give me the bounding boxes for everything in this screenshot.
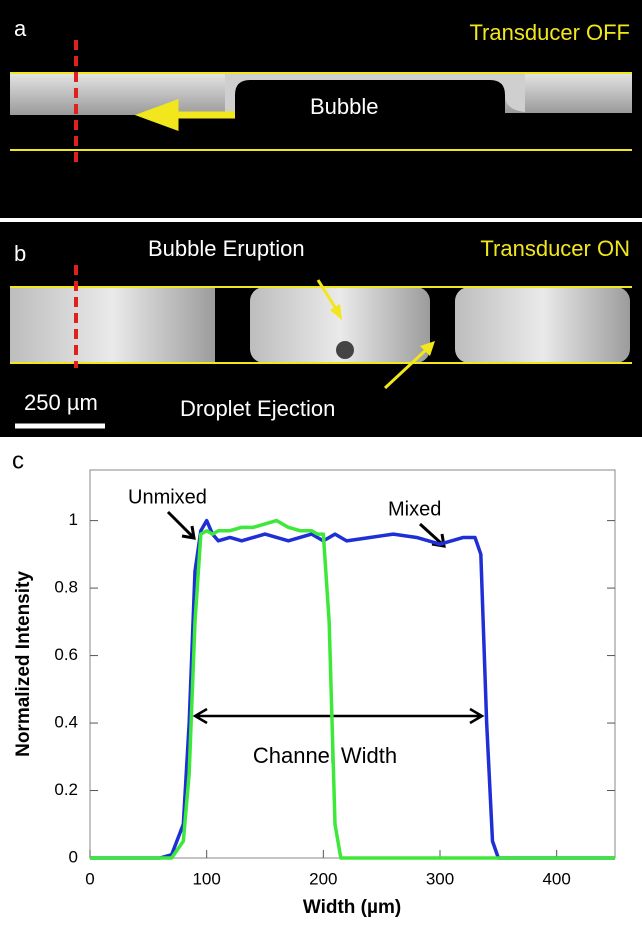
panel-a: a Transducer OFF Bubble	[0, 0, 642, 218]
bubble-edge	[225, 73, 525, 115]
pointer-arrow-head	[330, 304, 342, 320]
y-tick-label: 0	[69, 847, 78, 866]
pointer-arrow	[316, 279, 340, 313]
panel-letter: b	[14, 241, 26, 266]
plot-frame	[89, 469, 616, 859]
panel-c: c Width (µm) Normalized Intensity Unmixe…	[12, 447, 616, 918]
panel-letter: c	[12, 447, 24, 474]
annotation-arrow	[166, 510, 196, 540]
channel-fluid	[10, 73, 235, 115]
panel-b: b Bubble Eruption Transducer ON 250 µm D…	[0, 222, 642, 437]
y-tick-label: 0.8	[54, 578, 78, 597]
bubble-label: Bubble	[310, 94, 379, 119]
y-tick-label: 0.4	[54, 713, 78, 732]
channel-fluid	[505, 73, 632, 113]
x-axis-label: Width (µm)	[303, 897, 401, 918]
slug	[250, 287, 430, 363]
panel-letter: a	[14, 16, 27, 41]
annotation: Unmixed	[128, 486, 207, 508]
eruption-label: Bubble Eruption	[148, 236, 305, 261]
status-label: Transducer ON	[480, 236, 630, 261]
y-tick-label: 1	[69, 510, 78, 529]
x-tick-label: 400	[542, 869, 570, 888]
width-arrow	[192, 707, 485, 725]
annotation: Channel Width	[253, 743, 397, 768]
x-tick-label: 200	[309, 869, 337, 888]
data-line	[90, 518, 615, 860]
y-tick-label: 0.6	[54, 645, 78, 664]
pointer-arrow	[383, 346, 430, 390]
slug	[455, 287, 630, 363]
bubble	[336, 341, 354, 359]
x-tick-label: 0	[85, 869, 94, 888]
slug	[10, 287, 215, 363]
scale-label: 250 µm	[24, 390, 98, 415]
ejection-label: Droplet Ejection	[180, 396, 335, 421]
pointer-arrow-head	[420, 341, 435, 356]
flow-arrow	[134, 98, 235, 132]
y-tick-label: 0.2	[54, 780, 78, 799]
x-tick-label: 100	[192, 869, 220, 888]
data-line	[90, 518, 615, 860]
x-tick-label: 300	[426, 869, 454, 888]
annotation: Mixed	[388, 498, 441, 520]
y-axis-label: Normalized Intensity	[13, 571, 34, 757]
status-label: Transducer OFF	[469, 20, 630, 45]
